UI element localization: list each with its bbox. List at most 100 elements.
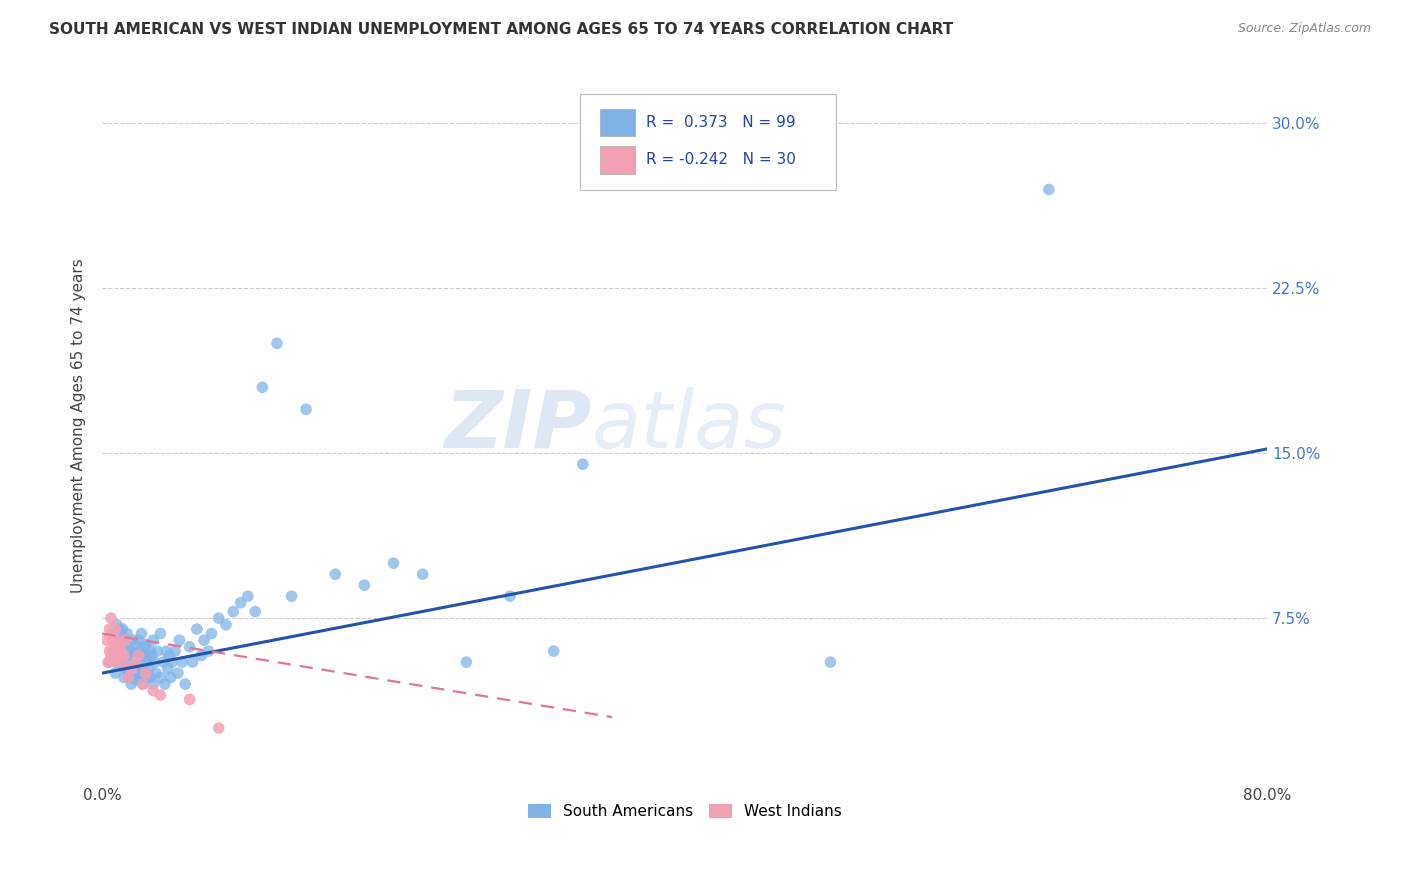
Point <box>153 677 176 691</box>
Point <box>129 671 152 685</box>
Point <box>193 633 215 648</box>
Text: R = -0.242   N = 30: R = -0.242 N = 30 <box>647 153 796 168</box>
Point <box>111 655 134 669</box>
Point <box>136 671 159 685</box>
Point <box>120 677 142 691</box>
Text: ZIP: ZIP <box>444 387 592 465</box>
Point <box>112 648 135 663</box>
Point <box>128 666 150 681</box>
Point <box>145 666 167 681</box>
Point <box>107 655 129 669</box>
Point <box>114 633 136 648</box>
Point <box>266 336 288 351</box>
Point <box>110 633 132 648</box>
Point <box>132 677 155 691</box>
Point <box>101 644 124 658</box>
Point <box>132 677 155 691</box>
Point <box>135 638 157 652</box>
Point <box>190 648 212 663</box>
Point <box>111 659 134 673</box>
Point <box>108 640 131 654</box>
Point <box>229 596 252 610</box>
Point <box>98 644 121 658</box>
Point <box>169 633 191 648</box>
Point <box>142 683 165 698</box>
Text: R =  0.373   N = 99: R = 0.373 N = 99 <box>647 115 796 130</box>
Point <box>208 721 231 735</box>
Point <box>131 662 153 676</box>
Point <box>572 457 595 471</box>
Point <box>125 638 148 652</box>
Point <box>143 655 166 669</box>
Point <box>208 611 231 625</box>
Point <box>112 671 135 685</box>
Point <box>280 589 302 603</box>
Point <box>139 644 162 658</box>
Point <box>160 655 183 669</box>
Point <box>101 633 124 648</box>
Point <box>135 666 157 681</box>
FancyBboxPatch shape <box>579 94 837 190</box>
Point <box>105 617 128 632</box>
Point <box>112 631 135 645</box>
Point <box>163 644 186 658</box>
Point <box>167 666 190 681</box>
Point <box>179 640 201 654</box>
Point <box>159 671 181 685</box>
Point <box>104 666 127 681</box>
Point <box>134 640 156 654</box>
Point <box>222 605 245 619</box>
Point <box>215 617 238 632</box>
Point <box>105 644 128 658</box>
Text: Source: ZipAtlas.com: Source: ZipAtlas.com <box>1237 22 1371 36</box>
Point <box>142 633 165 648</box>
Point <box>103 648 125 663</box>
Point <box>456 655 478 669</box>
Point <box>174 677 197 691</box>
Point <box>499 589 522 603</box>
Point <box>412 567 434 582</box>
Point <box>122 659 145 673</box>
Point <box>118 648 141 663</box>
Point <box>149 671 172 685</box>
Point <box>200 626 222 640</box>
Point <box>105 644 128 658</box>
Point <box>110 644 132 658</box>
Point <box>323 567 346 582</box>
Point <box>543 644 565 658</box>
FancyBboxPatch shape <box>600 109 634 136</box>
Point <box>115 626 138 640</box>
Point <box>125 673 148 687</box>
Y-axis label: Unemployment Among Ages 65 to 74 years: Unemployment Among Ages 65 to 74 years <box>72 259 86 593</box>
Point <box>122 648 145 663</box>
Point <box>117 671 139 685</box>
Point <box>252 380 274 394</box>
Point <box>157 648 180 663</box>
Point <box>97 655 120 669</box>
Point <box>96 633 118 648</box>
Point <box>142 677 165 691</box>
Point <box>181 655 204 669</box>
Point <box>104 622 127 636</box>
Point <box>107 648 129 663</box>
Point <box>117 644 139 658</box>
Point <box>100 648 122 663</box>
Point <box>121 633 143 648</box>
Point <box>141 648 163 663</box>
Point <box>197 644 219 658</box>
Point <box>120 662 142 676</box>
Point <box>155 644 177 658</box>
Point <box>236 589 259 603</box>
Point <box>100 611 122 625</box>
Point <box>115 655 138 669</box>
Point <box>114 662 136 676</box>
Point <box>104 655 127 669</box>
Text: atlas: atlas <box>592 387 786 465</box>
Point <box>295 402 318 417</box>
Point <box>138 662 160 676</box>
Point <box>136 650 159 665</box>
Point <box>125 655 148 669</box>
Point <box>103 640 125 654</box>
Point <box>111 622 134 636</box>
Point <box>820 655 842 669</box>
